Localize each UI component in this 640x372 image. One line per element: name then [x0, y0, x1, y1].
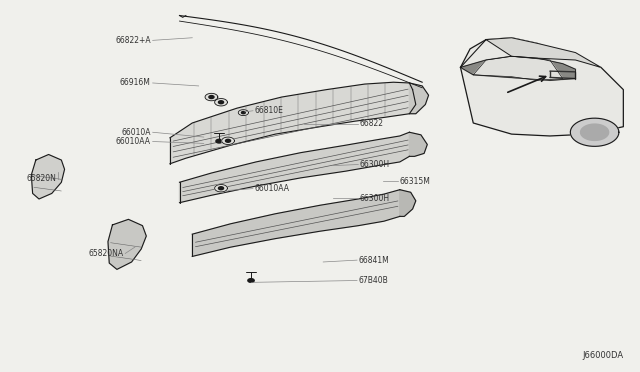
Polygon shape [225, 139, 230, 142]
Text: 66810E: 66810E [254, 106, 283, 115]
Polygon shape [400, 190, 416, 217]
Polygon shape [216, 139, 222, 143]
Polygon shape [241, 112, 245, 114]
Text: 66822+A: 66822+A [115, 36, 151, 45]
Polygon shape [410, 132, 428, 156]
Polygon shape [486, 38, 601, 67]
Polygon shape [170, 82, 416, 164]
Text: 66841M: 66841M [358, 256, 389, 264]
Polygon shape [192, 190, 400, 256]
Polygon shape [218, 101, 223, 104]
Polygon shape [214, 99, 227, 106]
Text: 66315M: 66315M [399, 177, 430, 186]
Polygon shape [108, 219, 147, 269]
Text: 67B40B: 67B40B [358, 276, 388, 285]
Text: 66822: 66822 [360, 119, 383, 128]
Text: 66010AA: 66010AA [254, 184, 289, 193]
Text: 66010AA: 66010AA [116, 137, 151, 146]
Text: 66010A: 66010A [121, 128, 151, 137]
Polygon shape [214, 185, 227, 192]
Text: 66300H: 66300H [360, 194, 390, 203]
Polygon shape [461, 38, 623, 136]
Text: 66916M: 66916M [120, 78, 151, 87]
Text: 66300H: 66300H [360, 160, 390, 169]
Polygon shape [221, 137, 234, 144]
Polygon shape [580, 124, 609, 140]
Polygon shape [209, 96, 214, 99]
Polygon shape [248, 279, 254, 282]
Polygon shape [179, 132, 410, 203]
Polygon shape [218, 187, 223, 190]
Polygon shape [461, 56, 575, 80]
Polygon shape [238, 110, 248, 116]
Polygon shape [410, 83, 429, 114]
Text: 65820NA: 65820NA [88, 249, 124, 258]
Polygon shape [205, 93, 218, 101]
Text: J66000DA: J66000DA [582, 351, 623, 360]
Polygon shape [570, 118, 619, 146]
Polygon shape [473, 56, 563, 80]
Polygon shape [31, 154, 65, 199]
Text: 65820N: 65820N [26, 174, 56, 183]
